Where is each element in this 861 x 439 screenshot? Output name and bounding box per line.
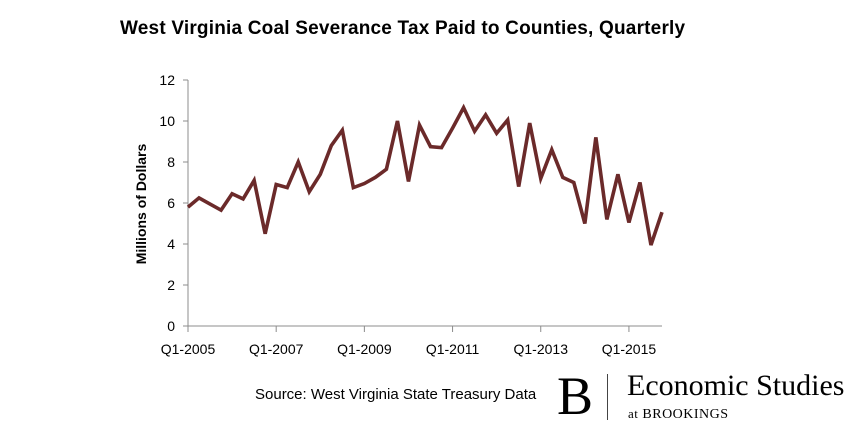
logo-divider xyxy=(607,374,608,420)
y-tick-label: 8 xyxy=(167,154,175,170)
y-tick-label: 2 xyxy=(167,277,175,293)
x-tick-label: Q1-2013 xyxy=(514,341,569,357)
logo-subtitle-at: at xyxy=(628,406,639,421)
x-tick-label: Q1-2007 xyxy=(249,341,304,357)
series-group xyxy=(186,103,664,246)
x-tick-label: Q1-2009 xyxy=(337,341,392,357)
series-line xyxy=(186,103,664,246)
brookings-logo-letter: B xyxy=(557,366,594,426)
y-axis: 0 2 4 6 8 10 12 xyxy=(159,72,189,334)
x-tick-label: Q1-2005 xyxy=(161,341,216,357)
y-tick-label: 6 xyxy=(167,195,175,211)
logo-title: Economic Studies xyxy=(627,369,845,402)
y-tick-label: 4 xyxy=(167,236,175,252)
chart-title: West Virginia Coal Severance Tax Paid to… xyxy=(120,18,686,39)
x-tick-label: Q1-2011 xyxy=(426,341,480,357)
logo-subtitle-org: BROOKINGS xyxy=(642,407,729,422)
y-tick-label: 0 xyxy=(167,318,175,334)
x-tick-label: Q1-2015 xyxy=(602,341,657,357)
logo-subtitle: at BROOKINGS xyxy=(628,405,729,424)
y-tick-label: 12 xyxy=(159,72,175,88)
source-note: Source: West Virginia State Treasury Dat… xyxy=(255,386,537,403)
y-axis-label: Millions of Dollars xyxy=(133,144,149,265)
y-tick-label: 10 xyxy=(159,113,175,129)
x-axis: Q1-2005 Q1-2007 Q1-2009 Q1-2011 Q1-2013 Q1-20… xyxy=(161,325,662,357)
